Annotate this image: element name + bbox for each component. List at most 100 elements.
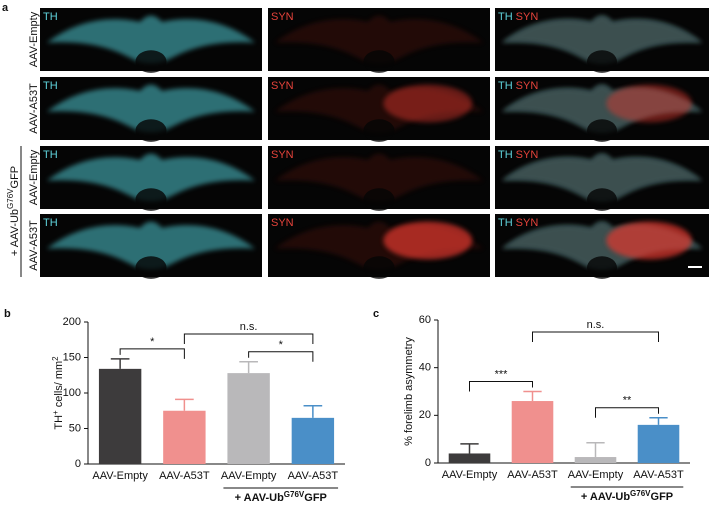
x-tick-label: AAV-A53T [288,470,339,482]
channel-label: SYN [271,80,294,92]
channel-label: SYN [271,217,294,229]
row-label: AAV-A53T [28,83,40,134]
channel-name: TH [43,11,58,23]
syn-signal [606,84,692,123]
channel-label: TH [43,217,58,229]
syn-background [274,153,484,202]
significance-bracket [595,407,659,418]
channel-name: TH [498,217,513,229]
dark-center [587,256,617,279]
panel-label: b [4,308,11,320]
text-part: cells/ mm [53,361,65,411]
channel-label: TH SYN [498,11,538,23]
x-tick-label: AAV-Empty [221,470,277,482]
dark-center [587,188,617,211]
channel-label: TH SYN [498,80,538,92]
channel-label: TH SYN [498,217,538,229]
channel-name: SYN [516,11,539,23]
y-axis-label: % forelimb asymmetry [403,337,415,446]
th-signal [46,84,256,133]
text-part: TH [53,415,65,430]
significance-label: * [150,336,155,348]
bar [98,368,142,464]
channel-name: SYN [271,217,294,229]
y-tick-label: 60 [419,314,431,326]
x-tick-label: AAV-Empty [92,470,148,482]
x-tick-label: AAV-Empty [442,469,498,481]
bar [448,453,491,463]
y-tick-label: 0 [75,458,81,470]
y-tick-label: 20 [419,409,431,421]
y-axis-label: TH+ cells/ mm2 [51,356,66,430]
significance-label: ** [623,395,632,407]
panel-label: c [373,308,379,320]
channel-name: TH [43,80,58,92]
y-tick-label: 0 [425,457,431,469]
text-part: + AAV-Ub [9,209,21,256]
text-part: G76V [284,490,305,499]
dark-center [135,188,167,211]
y-tick-label: 150 [63,351,81,363]
bar [291,417,335,464]
dark-center [363,188,395,211]
scale-bar [688,266,702,268]
bar [227,373,270,464]
dark-center [587,119,617,142]
significance-label: *** [495,369,509,381]
channel-name: TH [43,149,58,161]
dark-center [135,119,167,142]
channel-label: TH [43,11,58,23]
syn-background [274,15,484,64]
x-tick-label: AAV-Empty [568,469,624,481]
bar [511,401,554,463]
channel-label: SYN [271,149,294,161]
group-label: + AAV-UbG76VGFP [6,166,21,256]
channel-name: SYN [516,217,539,229]
significance-bracket [183,333,314,344]
channel-name: TH [498,80,513,92]
x-tick-label: AAV-A53T [159,470,210,482]
th-signal [46,153,256,202]
channel-label: TH [43,149,58,161]
channel-name: TH [498,149,513,161]
dark-center [363,256,395,279]
text-part: + AAV-Ub [581,491,630,503]
panel-label: a [2,2,9,14]
th-signal [46,15,256,64]
text-part: 2 [51,356,60,361]
bar [637,424,680,463]
channel-label: TH SYN [498,149,538,161]
syn-background [501,153,703,202]
row-label: AAV-Empty [28,149,40,205]
syn-signal [606,221,692,260]
y-tick-label: 40 [419,362,431,374]
channel-name: SYN [516,149,539,161]
channel-name: SYN [271,80,294,92]
channel-name: SYN [271,11,294,23]
channel-label: TH [43,80,58,92]
bar [163,410,206,464]
text-part: GFP [9,166,21,189]
significance-label: n.s. [240,321,258,333]
text-part: GFP [651,491,674,503]
group-label: + AAV-UbG76VGFP [581,489,673,504]
syn-signal [383,84,473,123]
syn-signal [383,221,473,260]
text-part: % forelimb asymmetry [403,337,415,446]
channel-name: TH [498,11,513,23]
significance-bracket [248,351,314,362]
text-part: + [51,410,60,415]
channel-label: SYN [271,11,294,23]
significance-label: n.s. [587,319,605,331]
y-tick-label: 200 [63,316,81,328]
channel-name: SYN [271,149,294,161]
dark-center [363,119,395,142]
dark-center [135,50,167,73]
text-part: GFP [304,492,327,504]
dark-center [135,256,167,279]
row-label: AAV-Empty [28,11,40,67]
text-part: + AAV-Ub [235,492,284,504]
channel-name: SYN [516,80,539,92]
text-part: G76V [6,188,15,209]
